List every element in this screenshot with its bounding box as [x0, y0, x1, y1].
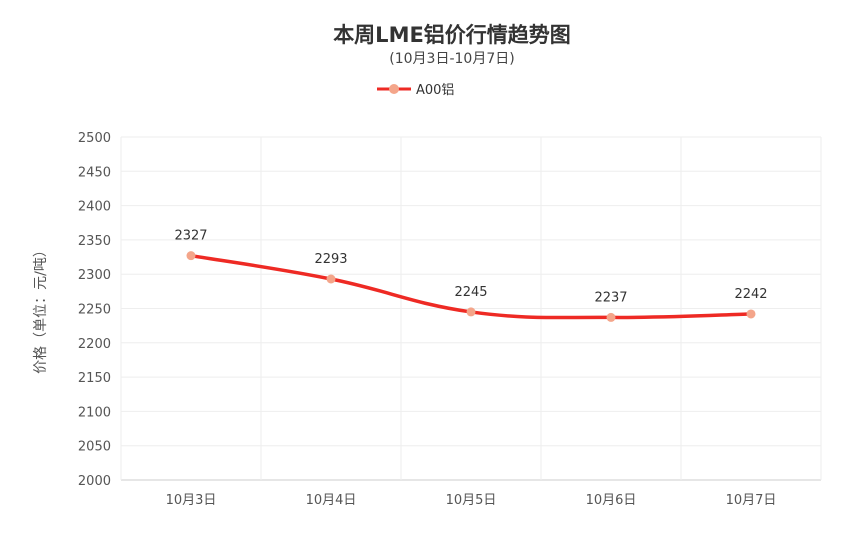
y-tick-label: 2000: [78, 474, 111, 489]
data-labels: 2327 2293 2245 2237 2242: [174, 229, 767, 306]
grid: [120, 136, 822, 481]
y-axis-label: 价格（单位：元/吨）: [33, 243, 49, 374]
y-tick-label: 2450: [78, 165, 111, 180]
y-tick-label: 2400: [78, 200, 111, 215]
y-tick-label: 2100: [78, 405, 111, 420]
x-tick-label: 10月4日: [306, 493, 357, 508]
x-tick-label: 10月7日: [726, 493, 777, 508]
data-label: 2327: [174, 229, 207, 244]
data-point: [186, 251, 196, 261]
data-label: 2293: [314, 252, 347, 267]
y-tick-label: 2250: [78, 303, 111, 318]
y-tick-label: 2200: [78, 337, 111, 352]
legend-marker: [389, 84, 399, 94]
x-axis-ticks: 10月3日 10月4日 10月5日 10月6日 10月7日: [166, 493, 777, 508]
data-label: 2245: [454, 285, 487, 300]
y-tick-label: 2050: [78, 440, 111, 455]
y-tick-label: 2300: [78, 268, 111, 283]
y-axis-ticks: 2000 2050 2100 2150 2200 2250 2300 2350 2400 2450…: [78, 131, 111, 489]
x-tick-label: 10月6日: [586, 493, 637, 508]
data-point: [606, 312, 616, 322]
chart-title: 本周LME铝价行情趋势图: [333, 23, 571, 47]
x-tick-label: 10月5日: [446, 493, 497, 508]
data-label: 2237: [594, 290, 627, 305]
y-tick-label: 2500: [78, 131, 111, 146]
legend[interactable]: A00铝: [377, 83, 454, 98]
chart-subtitle: (10月3日-10月7日): [389, 51, 514, 67]
legend-label: A00铝: [416, 83, 454, 98]
data-point: [746, 309, 756, 319]
y-tick-label: 2150: [78, 371, 111, 386]
data-label: 2242: [734, 287, 767, 302]
data-point: [466, 307, 476, 317]
x-tick-label: 10月3日: [166, 493, 217, 508]
y-tick-label: 2350: [78, 234, 111, 249]
data-point: [326, 274, 336, 284]
series-a00: [186, 251, 756, 322]
